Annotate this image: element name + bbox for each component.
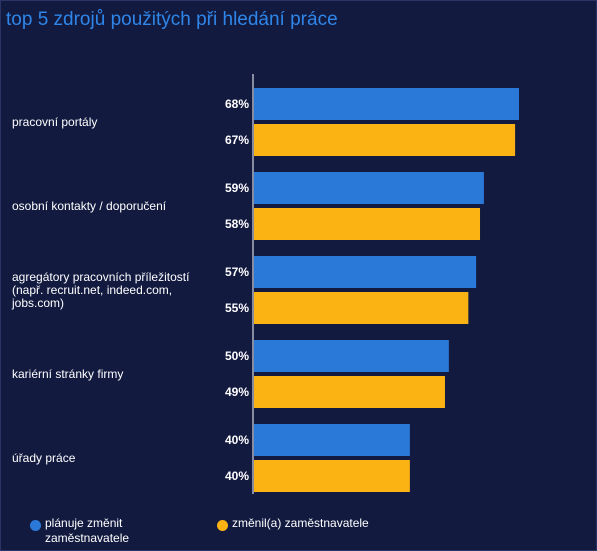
category-label: pracovní portály <box>12 115 97 129</box>
legend-item-series-1: plánuje změnit zaměstnavatele <box>30 516 129 546</box>
value-label: 67% <box>225 133 249 147</box>
value-label: 50% <box>225 349 249 363</box>
bar-series-1 <box>254 256 477 288</box>
value-label: 55% <box>225 301 249 315</box>
value-label: 57% <box>225 265 249 279</box>
legend-swatch-series-2 <box>217 520 228 531</box>
value-label: 68% <box>225 97 249 111</box>
value-labels: 68% 67% 59% 58% 57% 55% 50% 49% 40% 40% <box>225 97 249 483</box>
value-label: 58% <box>225 217 249 231</box>
legend-label-series-1: plánuje změnit zaměstnavatele <box>45 516 130 545</box>
category-label: úřady práce <box>12 451 76 465</box>
bar-series-1 <box>254 424 410 456</box>
value-label: 49% <box>225 385 249 399</box>
bar-series-2 <box>254 460 410 492</box>
bar-series-2 <box>254 376 445 408</box>
chart-title: top 5 zdrojů použitých při hledání práce <box>6 9 338 30</box>
bar-chart: pracovní portály osobní kontakty / doporu… <box>11 74 519 494</box>
legend-item-series-2: změnil(a) zaměstnavatele <box>217 516 369 531</box>
legend: plánuje změnit zaměstnavatele změnil(a) … <box>30 516 590 548</box>
category-labels: pracovní portály osobní kontakty / doporu… <box>11 115 190 465</box>
category-label: kariérní stránky firmy <box>12 367 123 381</box>
bar-series-2 <box>254 208 481 240</box>
bar-series-1 <box>254 88 519 120</box>
legend-swatch-series-1 <box>30 520 41 531</box>
value-label: 40% <box>225 433 249 447</box>
bars <box>254 88 519 492</box>
bar-series-2 <box>254 124 516 156</box>
bar-series-1 <box>254 340 449 372</box>
bar-series-1 <box>254 172 484 204</box>
legend-label-series-2: změnil(a) zaměstnavatele <box>232 516 369 530</box>
category-label: osobní kontakty / doporučení <box>12 199 167 213</box>
bar-series-2 <box>254 292 469 324</box>
value-label: 40% <box>225 469 249 483</box>
value-label: 59% <box>225 181 249 195</box>
category-label: agregátory pracovních příležitostí (např.… <box>11 270 190 310</box>
